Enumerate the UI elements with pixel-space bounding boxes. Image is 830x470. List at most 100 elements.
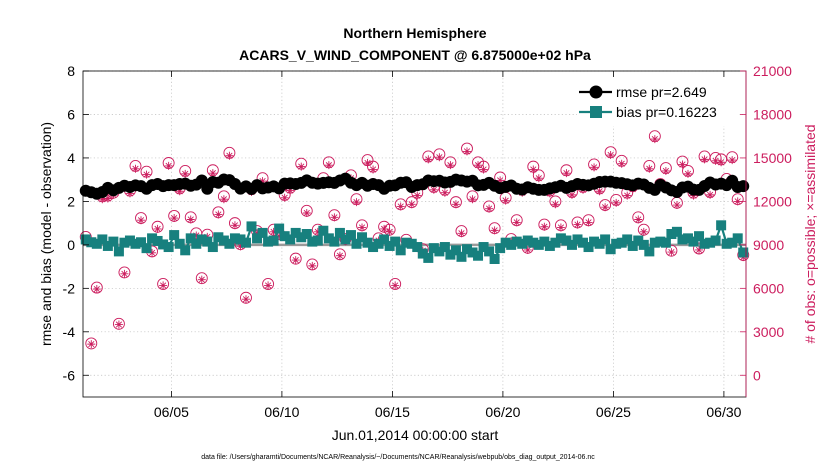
assimilated-obs-point bbox=[695, 245, 704, 254]
bias-point bbox=[572, 234, 583, 245]
assimilated-obs-point bbox=[385, 227, 394, 236]
bias-point bbox=[721, 238, 732, 249]
bias-point bbox=[312, 235, 323, 246]
bias-point bbox=[738, 247, 749, 258]
possible-obs-point bbox=[262, 278, 275, 290]
y2-tick-label: 0 bbox=[753, 367, 761, 383]
y-tick-label: 6 bbox=[67, 106, 75, 122]
assimilated-obs-point bbox=[496, 176, 505, 185]
bias-point bbox=[439, 242, 450, 253]
assimilated-obs-point bbox=[92, 285, 101, 294]
assimilated-obs-point bbox=[159, 281, 168, 290]
y-tick-label: -2 bbox=[63, 280, 76, 296]
bias-point bbox=[517, 238, 528, 249]
assimilated-obs-point bbox=[556, 223, 565, 232]
bias-point bbox=[229, 233, 240, 244]
assimilated-obs-point bbox=[181, 169, 190, 178]
bias-point bbox=[268, 235, 279, 246]
bias-point bbox=[705, 237, 716, 248]
bias-point bbox=[716, 220, 727, 231]
bias-point bbox=[196, 234, 207, 245]
bias-point bbox=[357, 232, 368, 243]
bias-point bbox=[506, 239, 517, 250]
bias-point bbox=[484, 246, 495, 257]
assimilated-obs-point bbox=[512, 218, 521, 227]
bias-point bbox=[406, 238, 417, 249]
bias-point bbox=[141, 243, 152, 254]
assimilated-obs-point bbox=[280, 193, 289, 202]
assimilated-obs-point bbox=[175, 187, 184, 196]
bias-point bbox=[113, 246, 124, 257]
bias-point bbox=[401, 237, 412, 248]
bias-point bbox=[329, 236, 340, 247]
bias-point bbox=[655, 236, 666, 247]
bias-point bbox=[710, 235, 721, 246]
assimilated-obs-point bbox=[125, 189, 134, 198]
bias-point bbox=[97, 234, 108, 245]
bias-point bbox=[616, 237, 627, 248]
bias-point bbox=[246, 221, 257, 232]
assimilated-obs-point bbox=[479, 165, 488, 174]
bias-point bbox=[362, 237, 373, 248]
assimilated-obs-point bbox=[462, 147, 471, 156]
assimilated-obs-point bbox=[297, 162, 306, 171]
assimilated-obs-point bbox=[551, 200, 560, 209]
assimilated-obs-point bbox=[711, 156, 720, 165]
assimilated-obs-point bbox=[623, 191, 632, 200]
bias-point bbox=[417, 248, 428, 259]
y2-tick-label: 3000 bbox=[753, 324, 784, 340]
assimilated-obs-point bbox=[225, 151, 234, 160]
bias-point bbox=[539, 236, 550, 247]
bias-point bbox=[666, 229, 677, 239]
assimilated-obs-point bbox=[291, 256, 300, 265]
bias-point bbox=[489, 253, 500, 264]
bias-point bbox=[136, 237, 147, 248]
y-tick-label: 4 bbox=[67, 150, 75, 166]
bias-point bbox=[384, 240, 395, 251]
bias-point bbox=[108, 236, 119, 247]
bias-point bbox=[218, 235, 229, 246]
assimilated-obs-point bbox=[369, 165, 378, 174]
assimilated-obs-point bbox=[490, 226, 499, 235]
assimilated-obs-point bbox=[617, 159, 626, 168]
assimilated-obs-point bbox=[717, 158, 726, 167]
x-axis-ticks: 06/05 06/10 06/15 06/20 06/25 06/30 bbox=[154, 71, 742, 420]
assimilated-obs-point bbox=[435, 153, 444, 162]
bias-series bbox=[80, 220, 749, 264]
bias-point bbox=[147, 233, 158, 244]
assimilated-obs-point bbox=[324, 161, 333, 170]
possible-obs-point bbox=[306, 258, 319, 271]
y2-axis-label: # of obs: o=possible; ×=assimilated bbox=[802, 124, 818, 343]
bias-point bbox=[285, 234, 296, 245]
bias-point bbox=[500, 237, 511, 248]
x-axis-label: Jun.01,2014 00:00:00 start bbox=[332, 427, 499, 443]
bias-point bbox=[152, 235, 163, 246]
assimilated-obs-point bbox=[650, 135, 659, 144]
assimilated-obs-point bbox=[446, 161, 455, 170]
bias-point bbox=[727, 237, 738, 248]
bias-point bbox=[467, 247, 478, 258]
assimilated-obs-point bbox=[219, 195, 228, 204]
assimilated-obs-point bbox=[728, 156, 737, 165]
assimilated-obs-point bbox=[562, 169, 571, 178]
assimilated-obs-point bbox=[424, 155, 433, 164]
bias-point bbox=[191, 238, 202, 249]
assimilated-obs-point bbox=[429, 185, 438, 194]
assimilated-obs-point bbox=[595, 187, 604, 196]
assimilated-obs-point bbox=[98, 195, 107, 204]
bias-point bbox=[279, 231, 290, 242]
legend-rmse-label: rmse pr=2.649 bbox=[616, 84, 707, 100]
bias-point bbox=[296, 232, 307, 243]
assimilated-obs-point bbox=[501, 196, 510, 205]
assimilated-obs-point bbox=[457, 229, 466, 238]
bias-point bbox=[252, 233, 263, 244]
bias-point bbox=[550, 237, 561, 248]
assimilated-obs-point bbox=[103, 194, 112, 203]
assimilated-obs-point bbox=[733, 197, 742, 206]
y-tick-label: -6 bbox=[63, 367, 76, 383]
assimilated-obs-point bbox=[667, 248, 676, 257]
possible-obs-point bbox=[665, 244, 678, 257]
assimilated-obs-point bbox=[352, 198, 361, 207]
bias-point bbox=[473, 250, 484, 261]
bias-point bbox=[511, 236, 522, 247]
